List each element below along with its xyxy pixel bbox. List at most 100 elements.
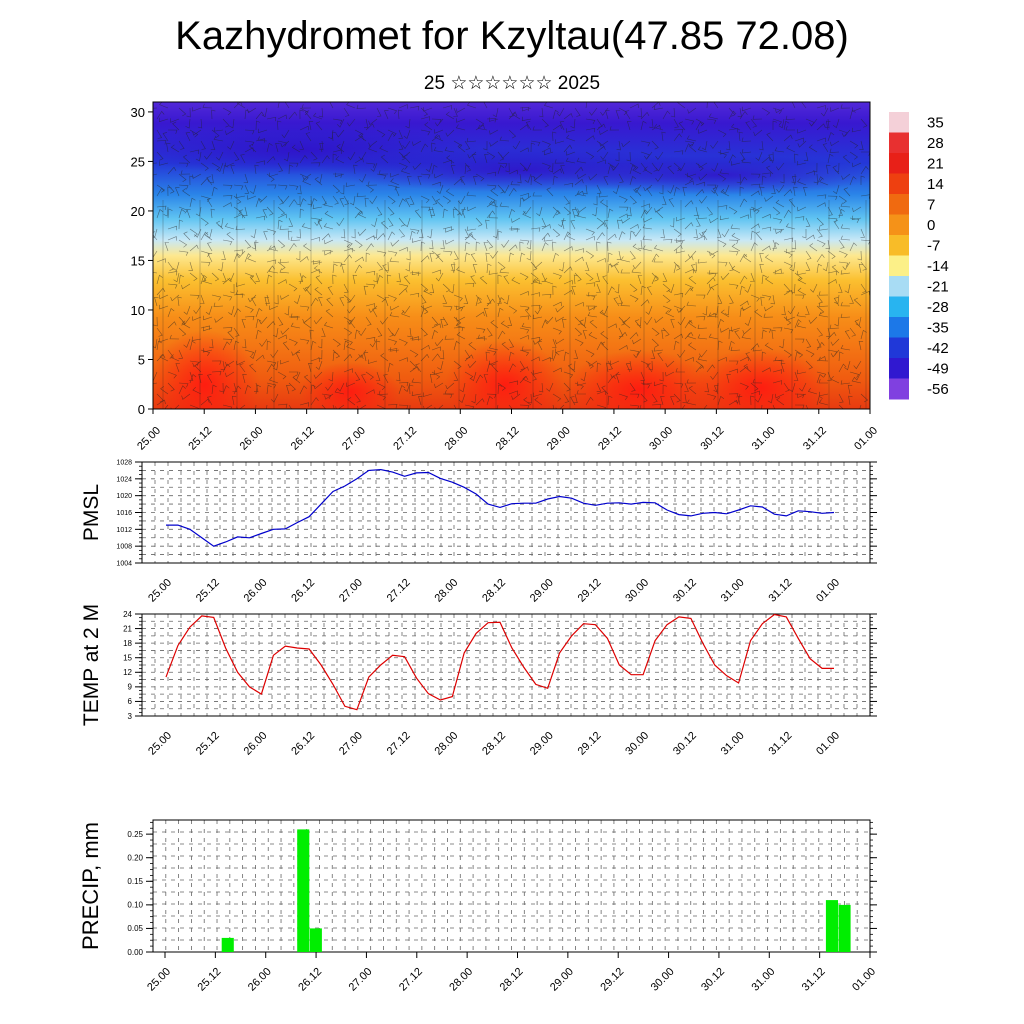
y-axis-title: TEMP at 2 M xyxy=(80,604,103,726)
wind-barb xyxy=(637,275,643,285)
wind-barb xyxy=(425,162,433,173)
wind-barb xyxy=(497,274,502,285)
wind-barb xyxy=(654,381,664,387)
wind-barb xyxy=(156,187,165,197)
wind-barb xyxy=(629,103,639,109)
wind-barb xyxy=(552,338,557,348)
wind-barb xyxy=(238,209,246,219)
wind-barb xyxy=(621,316,631,324)
wind-barb xyxy=(805,404,809,409)
y-tick-label: 10 xyxy=(131,303,145,318)
wind-barb xyxy=(640,371,645,381)
wind-barb xyxy=(722,184,730,194)
wind-barb xyxy=(189,149,200,155)
wind-barb xyxy=(453,360,462,369)
wind-barb xyxy=(525,121,532,131)
wind-barb xyxy=(470,253,477,263)
wind-barb xyxy=(254,164,259,175)
wind-barb xyxy=(565,157,576,164)
wind-barb xyxy=(477,334,488,340)
wind-barb xyxy=(654,316,664,324)
wind-barb xyxy=(258,128,268,134)
wind-barb xyxy=(185,132,191,142)
wind-barb xyxy=(266,116,277,122)
wind-barb xyxy=(662,327,670,337)
wind-barb xyxy=(456,118,466,123)
wind-barb xyxy=(420,241,426,252)
wind-barb xyxy=(483,102,488,109)
wind-barb xyxy=(339,198,345,208)
wind-barb xyxy=(213,302,224,307)
wind-barb xyxy=(838,261,849,267)
wind-barb xyxy=(153,228,158,239)
wind-barb xyxy=(532,126,543,131)
wind-barb xyxy=(356,104,367,110)
wind-barb xyxy=(189,360,200,366)
wind-barb xyxy=(358,151,367,161)
wind-barb xyxy=(255,318,262,329)
wind-barb xyxy=(173,272,180,283)
wind-barb xyxy=(706,364,715,373)
wind-barb xyxy=(436,184,444,194)
wind-barb xyxy=(596,404,607,409)
wind-barb xyxy=(244,272,254,280)
wind-barb xyxy=(752,347,763,352)
wind-barb xyxy=(728,128,739,133)
wind-barb xyxy=(458,206,466,216)
wind-barb xyxy=(277,371,287,380)
wind-barb xyxy=(607,323,617,329)
wind-barb xyxy=(444,389,455,395)
wind-barb xyxy=(776,397,785,406)
wind-barb xyxy=(706,286,715,296)
wind-barb xyxy=(445,111,455,120)
wind-barb xyxy=(709,250,719,256)
wind-barb xyxy=(739,151,746,161)
wind-barb xyxy=(288,111,298,120)
wind-barb xyxy=(434,129,444,134)
wind-barb xyxy=(555,305,565,313)
wind-barb xyxy=(475,327,486,334)
wind-barb xyxy=(420,305,429,315)
wind-barb xyxy=(706,118,717,124)
wind-barb xyxy=(724,305,730,316)
wind-barb xyxy=(805,234,815,241)
wind-barb xyxy=(761,329,767,340)
wind-barb xyxy=(390,178,400,186)
wind-barb xyxy=(728,250,739,256)
wind-barb xyxy=(370,162,378,172)
wind-barb xyxy=(336,382,345,392)
wind-barb xyxy=(303,283,312,292)
wind-barb xyxy=(750,242,758,252)
wind-barb xyxy=(629,283,638,293)
wind-barb xyxy=(530,356,540,362)
wind-barb xyxy=(288,162,299,168)
wind-barb xyxy=(761,274,767,285)
wind-barb xyxy=(521,116,532,122)
x-tick-label: 25.00 xyxy=(135,425,163,453)
x-tick-label: 30.12 xyxy=(671,577,699,605)
wind-barb xyxy=(596,362,602,373)
wind-barb xyxy=(670,396,675,406)
wind-barb xyxy=(655,173,664,182)
wind-barb xyxy=(269,172,279,178)
wind-barb xyxy=(423,288,433,296)
wind-barb xyxy=(435,272,444,282)
wind-barb xyxy=(585,135,595,142)
wind-barb xyxy=(643,166,653,175)
wind-barb xyxy=(182,188,191,197)
wind-barb xyxy=(699,349,708,358)
wind-barb xyxy=(750,390,760,395)
y-tick-label: 24 xyxy=(123,610,132,619)
wind-barb xyxy=(651,272,659,282)
wind-barb xyxy=(772,118,782,126)
wind-barb xyxy=(181,283,191,290)
wind-barb xyxy=(717,205,728,210)
wind-barb xyxy=(655,151,664,160)
wind-barb xyxy=(687,172,697,178)
wind-barb xyxy=(621,217,631,224)
wind-barb xyxy=(731,123,741,131)
wind-barb xyxy=(573,274,579,285)
wind-barb xyxy=(266,384,272,395)
wind-barb xyxy=(288,338,298,346)
